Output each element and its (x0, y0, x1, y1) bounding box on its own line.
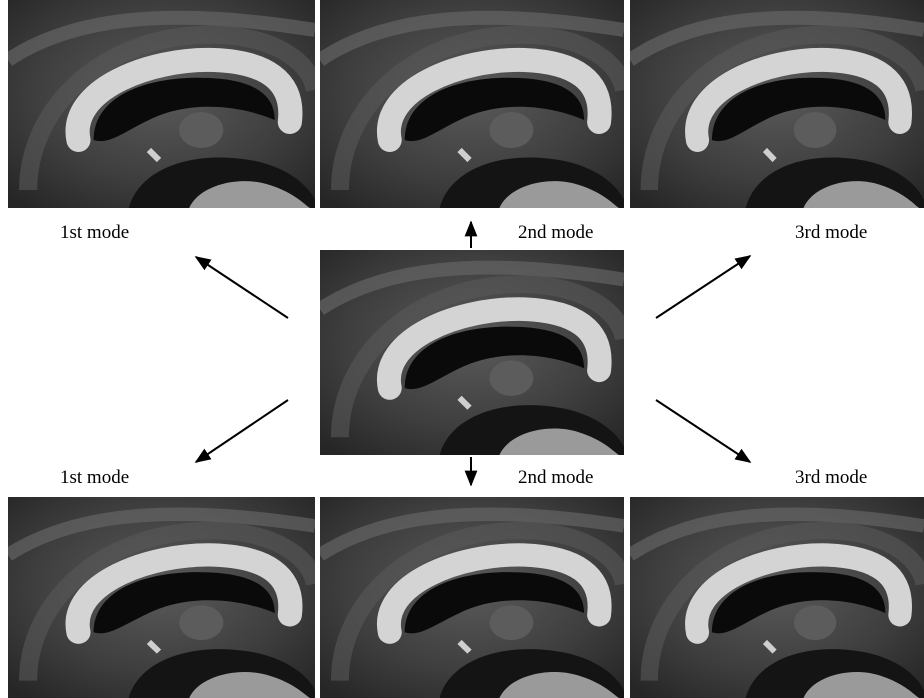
image-top-3 (630, 0, 924, 208)
mode-label: 1st mode (60, 467, 129, 488)
mode-label: 3rd mode (795, 222, 867, 243)
mode-label: 1st mode (60, 222, 129, 243)
image-top-1 (8, 0, 315, 208)
arrow (196, 400, 288, 462)
image-bottom-3 (630, 497, 924, 698)
mode-label: 2nd mode (518, 467, 593, 488)
image-top-2 (320, 0, 624, 208)
image-bottom-2 (320, 497, 624, 698)
image-mean (320, 250, 624, 455)
mode-label: 2nd mode (518, 222, 593, 243)
image-bottom-1 (8, 497, 315, 698)
figure: 1st mode 2nd mode 3rd mode 1st mode 2nd … (0, 0, 924, 698)
arrow (196, 257, 288, 318)
mode-label: 3rd mode (795, 467, 867, 488)
arrow (656, 256, 750, 318)
arrow (656, 400, 750, 462)
